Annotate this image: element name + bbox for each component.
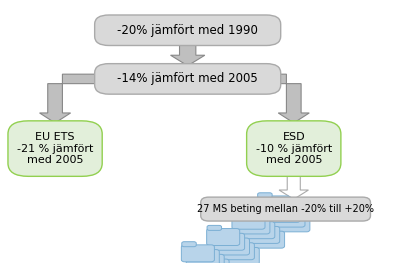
FancyBboxPatch shape xyxy=(247,223,262,228)
FancyBboxPatch shape xyxy=(277,215,310,232)
FancyBboxPatch shape xyxy=(227,244,241,249)
Polygon shape xyxy=(279,174,308,199)
FancyBboxPatch shape xyxy=(267,205,300,222)
FancyBboxPatch shape xyxy=(222,240,236,245)
FancyBboxPatch shape xyxy=(212,230,226,235)
FancyBboxPatch shape xyxy=(263,198,277,203)
FancyBboxPatch shape xyxy=(196,259,229,263)
FancyBboxPatch shape xyxy=(211,233,244,250)
FancyBboxPatch shape xyxy=(251,231,284,248)
FancyBboxPatch shape xyxy=(237,214,252,219)
Text: ESD
-10 % jämfört
med 2005: ESD -10 % jämfört med 2005 xyxy=(256,132,332,165)
FancyBboxPatch shape xyxy=(8,121,102,176)
FancyBboxPatch shape xyxy=(181,245,215,262)
FancyBboxPatch shape xyxy=(217,235,231,240)
Text: EU ETS
-21 % jämfört
med 2005: EU ETS -21 % jämfört med 2005 xyxy=(17,132,93,165)
FancyBboxPatch shape xyxy=(237,217,270,234)
FancyBboxPatch shape xyxy=(197,256,211,261)
Polygon shape xyxy=(171,43,205,66)
Text: -14% jämfört med 2005: -14% jämfört med 2005 xyxy=(118,72,258,85)
FancyBboxPatch shape xyxy=(257,196,290,213)
FancyBboxPatch shape xyxy=(268,202,282,207)
FancyBboxPatch shape xyxy=(226,247,259,263)
FancyBboxPatch shape xyxy=(232,212,265,229)
Text: -20% jämfört med 1990: -20% jämfört med 1990 xyxy=(117,24,258,37)
FancyBboxPatch shape xyxy=(182,242,196,247)
FancyBboxPatch shape xyxy=(258,193,272,198)
FancyBboxPatch shape xyxy=(262,201,295,218)
FancyBboxPatch shape xyxy=(246,226,280,244)
FancyBboxPatch shape xyxy=(192,251,206,256)
FancyBboxPatch shape xyxy=(242,222,275,239)
FancyBboxPatch shape xyxy=(216,238,249,255)
FancyBboxPatch shape xyxy=(95,64,281,94)
FancyBboxPatch shape xyxy=(186,250,220,263)
FancyBboxPatch shape xyxy=(273,207,287,212)
Text: 27 MS beting mellan -20% till +20%: 27 MS beting mellan -20% till +20% xyxy=(197,204,374,214)
FancyBboxPatch shape xyxy=(201,197,370,221)
FancyBboxPatch shape xyxy=(186,246,201,251)
FancyBboxPatch shape xyxy=(246,121,341,176)
FancyBboxPatch shape xyxy=(207,225,222,230)
FancyBboxPatch shape xyxy=(206,229,239,246)
FancyBboxPatch shape xyxy=(272,210,305,227)
Polygon shape xyxy=(40,74,98,123)
FancyBboxPatch shape xyxy=(202,261,216,263)
Polygon shape xyxy=(277,74,309,123)
FancyBboxPatch shape xyxy=(191,254,224,263)
FancyBboxPatch shape xyxy=(233,209,247,214)
FancyBboxPatch shape xyxy=(95,15,281,45)
FancyBboxPatch shape xyxy=(221,243,255,260)
FancyBboxPatch shape xyxy=(242,219,257,224)
FancyBboxPatch shape xyxy=(252,228,266,233)
FancyBboxPatch shape xyxy=(277,212,292,217)
